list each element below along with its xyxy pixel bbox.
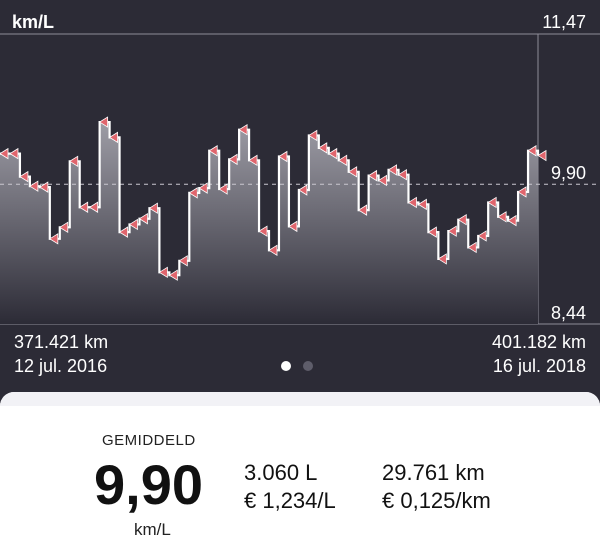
data-point-marker — [268, 244, 278, 257]
data-point-marker — [447, 225, 457, 237]
y-unit-label: km/L — [12, 12, 55, 32]
data-point-marker — [487, 196, 497, 209]
data-point-marker — [527, 145, 537, 157]
summary-sheet: GEMIDDELD 9,90 km/L 3.060 L € 1,234/L 29… — [0, 392, 600, 555]
range-start-km: 371.421 km — [14, 332, 109, 352]
data-point-marker — [507, 214, 517, 227]
consumption-chart[interactable] — [0, 0, 600, 400]
data-point-marker — [377, 174, 387, 187]
range-end-date: 16 jul. 2018 — [492, 356, 586, 376]
data-point-marker — [517, 186, 527, 198]
data-point-marker — [218, 183, 228, 195]
chart-area[interactable]: km/L 11,47 9,90 8,44 371.421 km 12 jul. … — [0, 0, 600, 400]
data-point-marker — [467, 241, 477, 254]
data-point-marker — [198, 182, 208, 194]
data-point-marker — [148, 202, 158, 214]
data-point-marker — [387, 164, 397, 176]
page-dot-1[interactable] — [281, 361, 291, 371]
data-point-marker — [19, 170, 29, 183]
range-start-date: 12 jul. 2016 — [14, 356, 108, 376]
data-point-marker — [128, 218, 138, 231]
total-distance: 29.761 km — [382, 460, 485, 485]
data-point-marker — [318, 142, 328, 154]
data-point-marker — [248, 154, 258, 167]
data-point-marker — [537, 149, 547, 162]
data-point-marker — [158, 266, 168, 279]
data-point-marker — [108, 131, 118, 144]
data-point-marker — [417, 198, 427, 211]
average-unit: km/L — [134, 520, 171, 539]
y-max-label: 11,47 — [542, 12, 586, 32]
data-point-marker — [288, 220, 298, 233]
y-min-label: 8,44 — [550, 303, 586, 323]
data-point-marker — [337, 154, 348, 167]
data-point-marker — [427, 226, 437, 238]
page-indicator[interactable] — [281, 361, 313, 371]
data-point-marker — [497, 211, 507, 223]
data-point-marker — [68, 155, 79, 168]
sheet-top-strip — [0, 392, 600, 406]
range-end-km: 401.182 km — [491, 332, 586, 352]
data-point-marker — [298, 184, 308, 196]
data-point-marker — [208, 145, 218, 157]
data-point-marker — [168, 269, 178, 281]
data-point-marker — [39, 181, 49, 193]
average-value: 9,90 — [94, 453, 203, 516]
data-point-marker — [308, 129, 318, 142]
data-point-marker — [9, 147, 19, 160]
total-liters: 3.060 L — [244, 460, 318, 485]
data-point-marker — [78, 201, 89, 213]
data-point-marker — [118, 226, 128, 238]
data-point-marker — [228, 153, 238, 166]
data-point-marker — [49, 233, 59, 245]
chart-area-fill — [0, 122, 538, 325]
data-point-marker — [407, 196, 417, 209]
data-point-marker — [437, 253, 447, 265]
data-point-marker — [328, 147, 338, 160]
data-point-marker — [397, 168, 407, 181]
cost-per-km: € 0,125/km — [382, 488, 491, 513]
data-point-marker — [278, 150, 288, 163]
data-point-marker — [367, 169, 378, 182]
data-point-marker — [258, 225, 268, 237]
data-point-marker — [178, 255, 188, 267]
data-point-marker — [357, 204, 368, 216]
average-title: GEMIDDELD — [102, 432, 196, 449]
data-point-marker — [477, 230, 487, 242]
data-point-marker — [188, 187, 198, 199]
data-point-marker — [59, 221, 69, 234]
data-point-marker — [98, 116, 109, 128]
data-point-marker — [238, 123, 248, 136]
data-point-marker — [457, 213, 467, 226]
price-per-liter: € 1,234/L — [244, 488, 336, 513]
data-point-marker — [29, 180, 39, 192]
data-point-marker — [0, 147, 9, 160]
y-average-label: 9,90 — [550, 163, 586, 183]
data-point-marker — [88, 201, 99, 213]
data-point-marker — [347, 166, 358, 178]
data-point-marker — [138, 212, 148, 225]
page-dot-2[interactable] — [303, 361, 313, 371]
